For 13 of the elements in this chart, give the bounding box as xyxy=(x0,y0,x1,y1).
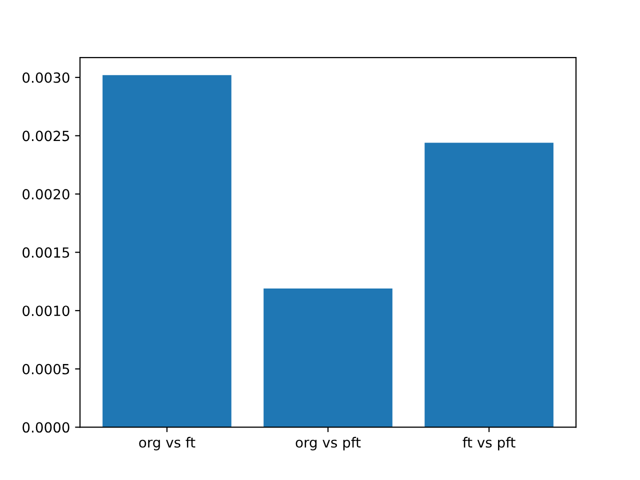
y-tick-label: 0.0005 xyxy=(22,364,70,374)
x-tick-label: ft vs pft xyxy=(462,436,516,450)
y-tick-label: 0.0015 xyxy=(22,247,70,258)
bar xyxy=(424,142,554,428)
y-tick-label: 0.0000 xyxy=(22,422,70,433)
bar xyxy=(264,288,392,428)
y-tick-label: 0.0010 xyxy=(22,306,70,316)
y-tick-label: 0.0020 xyxy=(22,188,70,200)
y-tick-label: 0.0025 xyxy=(22,130,70,142)
x-tick-label: org vs ft xyxy=(139,436,196,450)
bar xyxy=(102,75,232,428)
x-tick-label: org vs pft xyxy=(296,436,361,450)
y-tick-label: 0.0030 xyxy=(22,72,70,83)
